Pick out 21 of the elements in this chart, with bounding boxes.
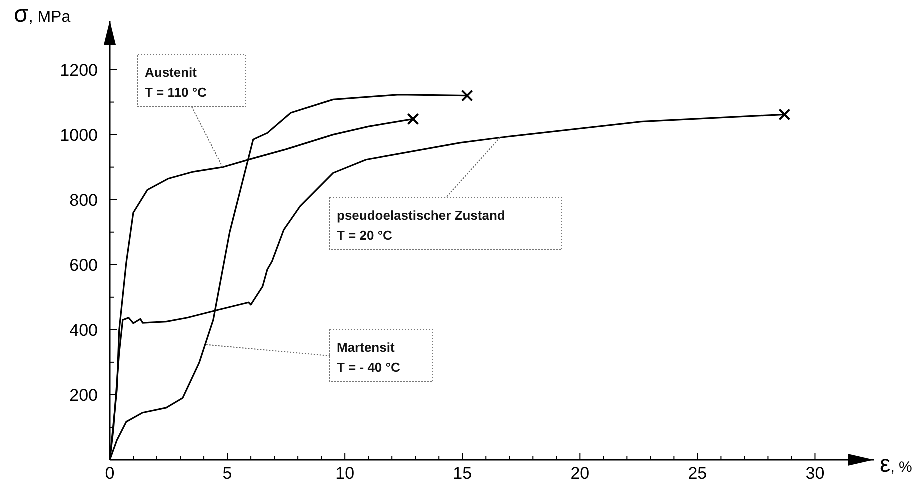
annotation: pseudoelastischer Zustand T = 20 °C — [337, 208, 506, 243]
x-tick-label: 10 — [336, 464, 355, 483]
y-tick-label: 800 — [70, 190, 98, 210]
annotation: Austenit T = 110 °C — [145, 65, 208, 100]
point — [407, 113, 420, 126]
point — [461, 90, 474, 102]
x-tick-label: 20 — [570, 464, 590, 483]
x-tick-label: 30 — [806, 464, 825, 483]
y-tick-label: 400 — [70, 320, 98, 340]
x-axis-title: ε, % — [880, 451, 912, 478]
y-tick-label: 600 — [70, 256, 98, 275]
y-tick-label: 200 — [70, 386, 98, 405]
x-tick-label: 0 — [105, 464, 115, 483]
y-tick-label: 1000 — [60, 126, 98, 145]
y-tick-label: 1200 — [60, 60, 98, 80]
point — [778, 108, 791, 121]
x-tick-label: 15 — [453, 464, 472, 483]
x-tick-label: 25 — [688, 464, 708, 483]
y-axis-title: σ, MPa — [14, 1, 71, 28]
annotation: Martensit T = - 40 °C — [337, 340, 401, 375]
x-tick-label: 5 — [222, 464, 232, 483]
